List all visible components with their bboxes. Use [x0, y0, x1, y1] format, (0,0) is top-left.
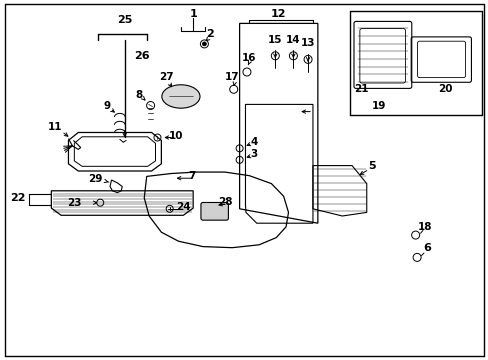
- Text: 8: 8: [136, 90, 142, 100]
- Text: 13: 13: [300, 38, 315, 48]
- Text: 11: 11: [47, 122, 62, 132]
- Circle shape: [202, 42, 206, 46]
- FancyBboxPatch shape: [201, 202, 228, 220]
- Text: 6: 6: [422, 243, 430, 253]
- Text: 20: 20: [437, 84, 451, 94]
- Text: 24: 24: [176, 202, 190, 212]
- Text: 7: 7: [187, 171, 195, 181]
- Text: 10: 10: [168, 131, 183, 141]
- Text: 23: 23: [67, 198, 81, 208]
- Text: 21: 21: [354, 84, 368, 94]
- Ellipse shape: [162, 85, 200, 108]
- Text: 26: 26: [134, 51, 149, 61]
- Text: 14: 14: [285, 35, 300, 45]
- Text: 12: 12: [270, 9, 286, 19]
- Text: 18: 18: [417, 222, 432, 232]
- Text: 28: 28: [217, 197, 232, 207]
- Text: 16: 16: [242, 53, 256, 63]
- Text: 1: 1: [189, 9, 197, 19]
- Text: 9: 9: [103, 101, 110, 111]
- Text: 3: 3: [250, 149, 257, 159]
- Text: 4: 4: [250, 137, 258, 147]
- Text: 2: 2: [206, 29, 214, 39]
- Text: 17: 17: [224, 72, 239, 82]
- Text: 25: 25: [117, 15, 132, 25]
- Text: 22: 22: [10, 193, 25, 203]
- Text: 27: 27: [159, 72, 173, 82]
- Text: 5: 5: [367, 161, 375, 171]
- Text: 19: 19: [371, 101, 386, 111]
- Text: 29: 29: [88, 174, 102, 184]
- Text: 15: 15: [267, 35, 282, 45]
